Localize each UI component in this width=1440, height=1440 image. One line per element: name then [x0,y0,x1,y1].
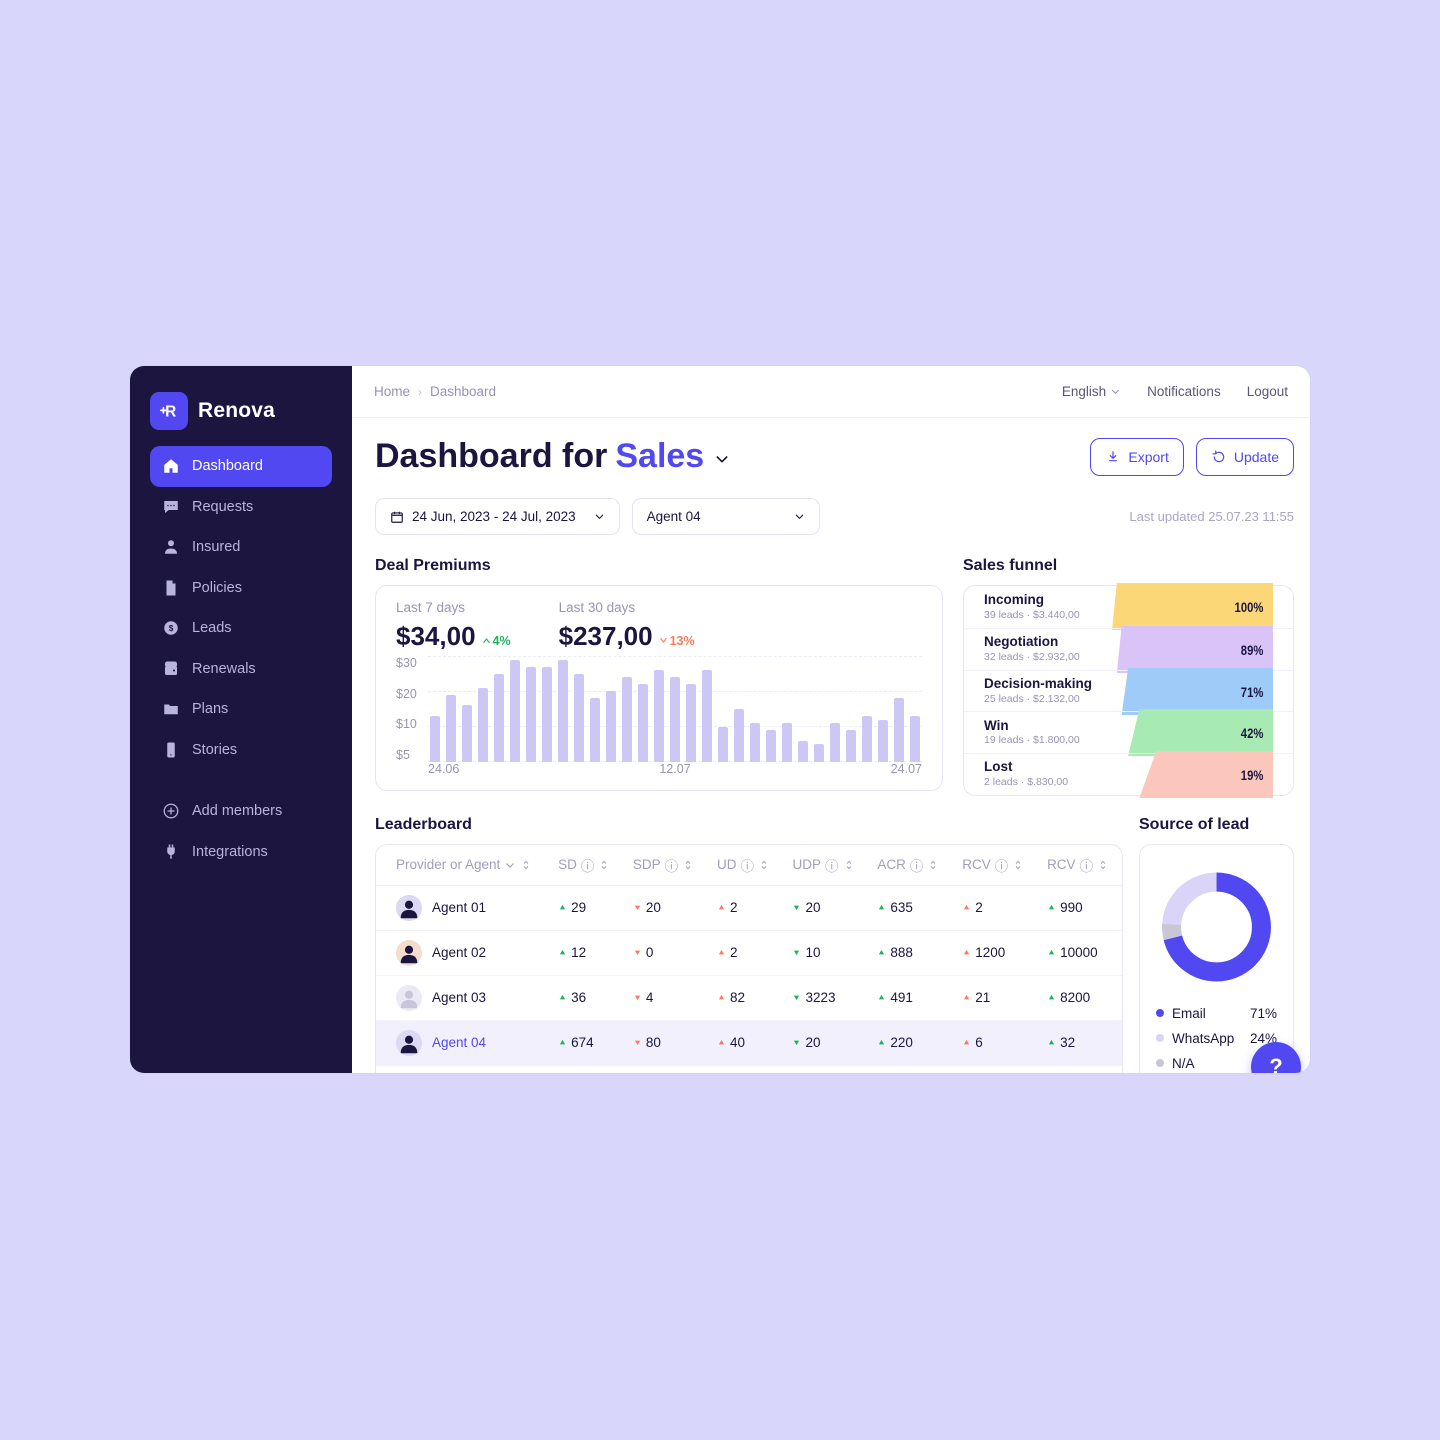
svg-text:89%: 89% [1241,643,1264,658]
svg-text:$: $ [169,624,174,633]
svg-text:19%: 19% [1241,768,1264,783]
svg-text:100%: 100% [1235,600,1264,615]
svg-text:R: R [165,404,176,421]
svg-text:71%: 71% [1241,684,1264,699]
svg-text:42%: 42% [1241,726,1264,741]
